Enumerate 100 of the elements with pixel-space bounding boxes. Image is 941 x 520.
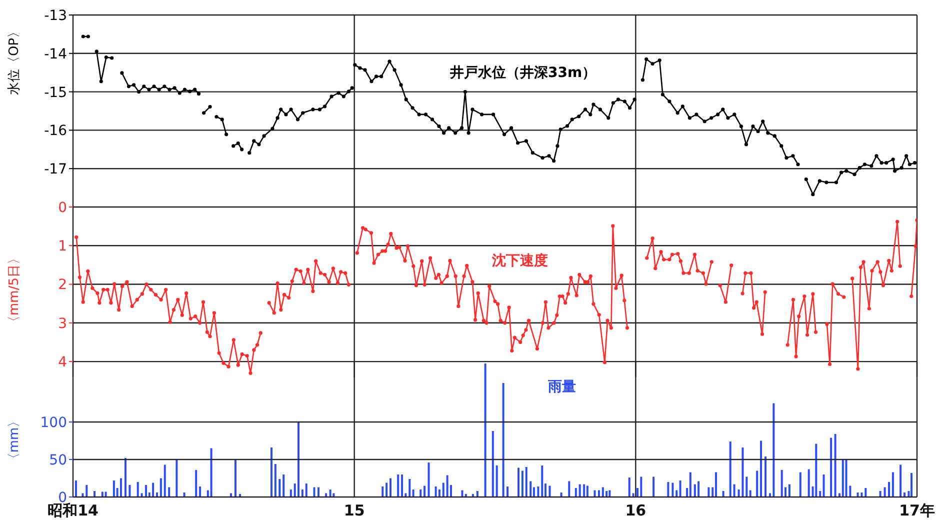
y-tick-label: 4: [58, 354, 68, 371]
y-axis-title: 水位〈OP〉: [6, 24, 23, 96]
bar: [578, 484, 581, 497]
y-tick-label: 2: [58, 277, 67, 294]
bar: [708, 487, 710, 497]
bar: [199, 486, 202, 497]
bar: [799, 472, 802, 497]
x-tick-label: 昭和14: [48, 502, 98, 520]
bar: [568, 481, 570, 497]
bar: [234, 460, 236, 497]
y-tick-label: 50: [49, 452, 67, 468]
y-tick-label: 0: [58, 200, 67, 216]
bar: [484, 364, 486, 497]
bar: [689, 472, 692, 497]
bar: [270, 448, 272, 497]
bar: [112, 480, 115, 497]
bar: [317, 487, 320, 497]
bar: [910, 473, 913, 497]
bar: [892, 472, 894, 497]
bar: [780, 470, 783, 497]
y-tick-label: -15: [44, 84, 67, 101]
bar: [274, 464, 276, 497]
bar: [124, 458, 126, 497]
bar: [667, 482, 670, 497]
bar: [548, 486, 551, 497]
bar: [672, 482, 674, 497]
bar: [760, 440, 762, 497]
bar: [94, 491, 96, 497]
y-tick-label: 100: [40, 414, 67, 431]
bar: [298, 422, 300, 497]
bar: [428, 462, 430, 497]
bar: [822, 474, 825, 497]
bar: [408, 479, 411, 497]
bar: [434, 486, 437, 497]
bar: [864, 488, 867, 497]
y-tick-label: 3: [58, 316, 67, 332]
bar: [442, 482, 444, 497]
x-tick-label: 17年: [899, 502, 935, 520]
bar: [819, 491, 822, 497]
bar: [808, 469, 810, 497]
bar: [842, 460, 844, 497]
bar: [518, 468, 520, 497]
series-label: 井戸水位（井深33m）: [450, 64, 596, 82]
bar: [679, 480, 682, 497]
y-tick-label: 1: [58, 238, 67, 255]
bar: [884, 487, 886, 497]
y-axis-title: 〈mm/5日〉: [6, 252, 23, 328]
bar: [746, 476, 748, 497]
bar: [390, 478, 392, 497]
bar: [525, 467, 528, 497]
bar: [574, 488, 577, 497]
bar: [583, 484, 586, 497]
bar: [541, 466, 544, 497]
bar: [476, 491, 478, 497]
bar: [492, 431, 494, 497]
x-tick-label: 16: [625, 502, 646, 520]
bar: [900, 464, 902, 497]
bar: [652, 476, 655, 497]
bar: [401, 474, 404, 497]
y-tick-label: -13: [44, 8, 67, 24]
y-tick-label: -16: [44, 123, 68, 140]
bar: [742, 448, 744, 497]
bar: [282, 474, 285, 497]
bar: [152, 482, 154, 497]
bar: [729, 442, 732, 497]
bar: [412, 490, 414, 497]
bar: [888, 482, 890, 497]
bar: [845, 460, 848, 497]
bar: [715, 472, 718, 497]
bar: [694, 484, 696, 497]
series-label: 沈下速度: [492, 252, 548, 270]
bar: [424, 486, 426, 497]
bar: [733, 484, 736, 497]
bar: [640, 476, 642, 497]
bar: [290, 490, 292, 497]
bar: [521, 470, 524, 497]
bar: [834, 434, 836, 497]
bar: [506, 486, 509, 497]
bar: [530, 481, 532, 497]
bar: [74, 480, 77, 497]
bar: [382, 486, 384, 497]
bar: [168, 487, 170, 497]
bar: [722, 491, 724, 497]
bar: [305, 484, 308, 497]
bar: [397, 474, 400, 497]
bar: [815, 444, 818, 497]
bar: [606, 491, 608, 497]
bar: [756, 470, 758, 497]
bar: [278, 479, 281, 497]
bar: [120, 478, 122, 497]
bar: [128, 485, 131, 497]
bar: [772, 403, 775, 497]
bar: [586, 486, 588, 497]
bar: [788, 484, 790, 497]
bar: [879, 491, 882, 497]
y-tick-label: -14: [44, 46, 68, 62]
bar: [438, 490, 440, 497]
bar: [386, 482, 388, 497]
bar: [830, 438, 832, 497]
y-axis-title: 〈mm〉: [6, 414, 23, 466]
